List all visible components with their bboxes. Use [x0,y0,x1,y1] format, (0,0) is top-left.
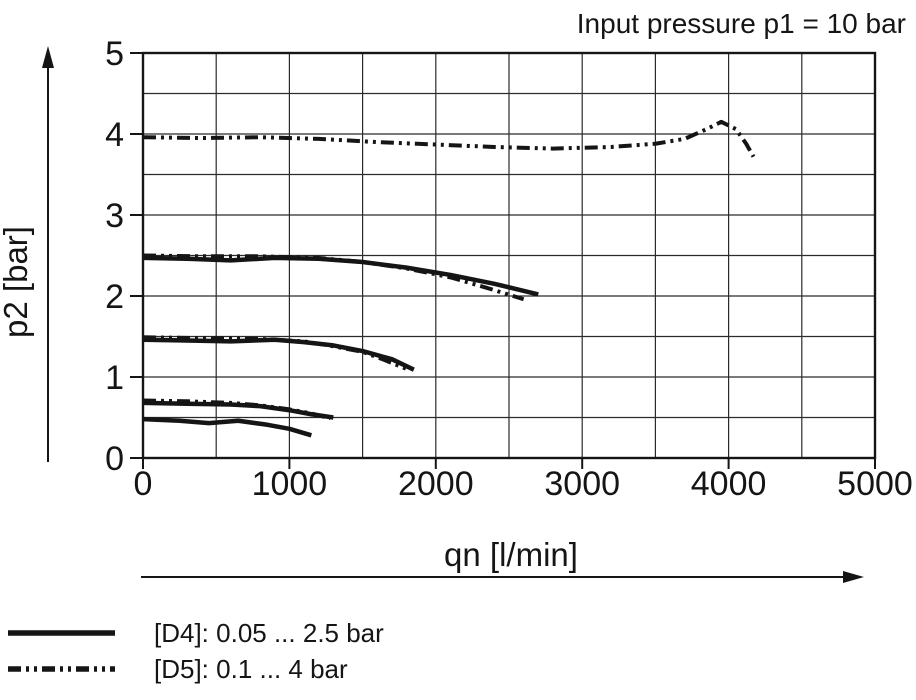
y-tick-label: 1 [105,359,124,397]
legend-label-d5: [D5]: 0.1 ... 4 bar [154,653,348,684]
curve-solid [142,255,539,297]
x-axis-arrow-icon [141,571,864,583]
curve-solid [142,400,334,420]
x-tick-label: 2000 [398,465,474,503]
axis-tick-marks [130,52,876,469]
legend-label-d4: [D4]: 0.05 ... 2.5 bar [154,617,384,648]
y-tick-label: 5 [105,35,124,73]
plot-border [141,51,877,460]
curve-dash-dot-dot [142,253,525,302]
curve-dash-dot-dot [142,119,756,158]
legend-item-d4: [D4]: 0.05 ... 2.5 bar [5,615,384,651]
curve-solid [142,337,415,372]
y-tick-label: 0 [105,440,124,478]
legend-item-d5: [D5]: 0.1 ... 4 bar [5,651,384,687]
x-axis-label: qn [l/min] [444,536,578,573]
y-tick-label: 3 [105,197,124,235]
curve-solid [142,416,312,438]
data-curves [142,119,756,438]
x-tick-label: 5000 [837,465,913,503]
curve-dash-dot-dot [142,335,408,371]
x-tick-label: 1000 [252,465,328,503]
y-tick-label: 4 [105,116,124,154]
chart-title: Input pressure p1 = 10 bar [576,8,906,39]
plot-border-rect [141,51,877,460]
y-tick-labels: 0 1 2 3 4 5 [105,35,124,478]
legend-line-sample-solid [8,630,115,636]
x-tick-label: 4000 [691,465,767,503]
x-tick-labels: 0 1000 2000 3000 4000 5000 [134,465,913,503]
y-axis-label: p2 [bar] [0,226,34,338]
y-axis-arrow-icon [42,46,54,462]
x-tick-label: 0 [134,465,153,503]
x-tick-label: 3000 [544,465,620,503]
legend-line-sample-dash-dot-dot [8,666,115,672]
curve-dash-dot-dot [142,398,331,421]
legend: [D4]: 0.05 ... 2.5 bar [D5]: 0.1 ... 4 b… [5,615,384,687]
flow-curve-chart: 0 1 2 3 4 5 0 1000 2000 3000 4000 5000 p2 [bar] qn… [0,35,913,583]
y-tick-label: 2 [105,278,124,316]
